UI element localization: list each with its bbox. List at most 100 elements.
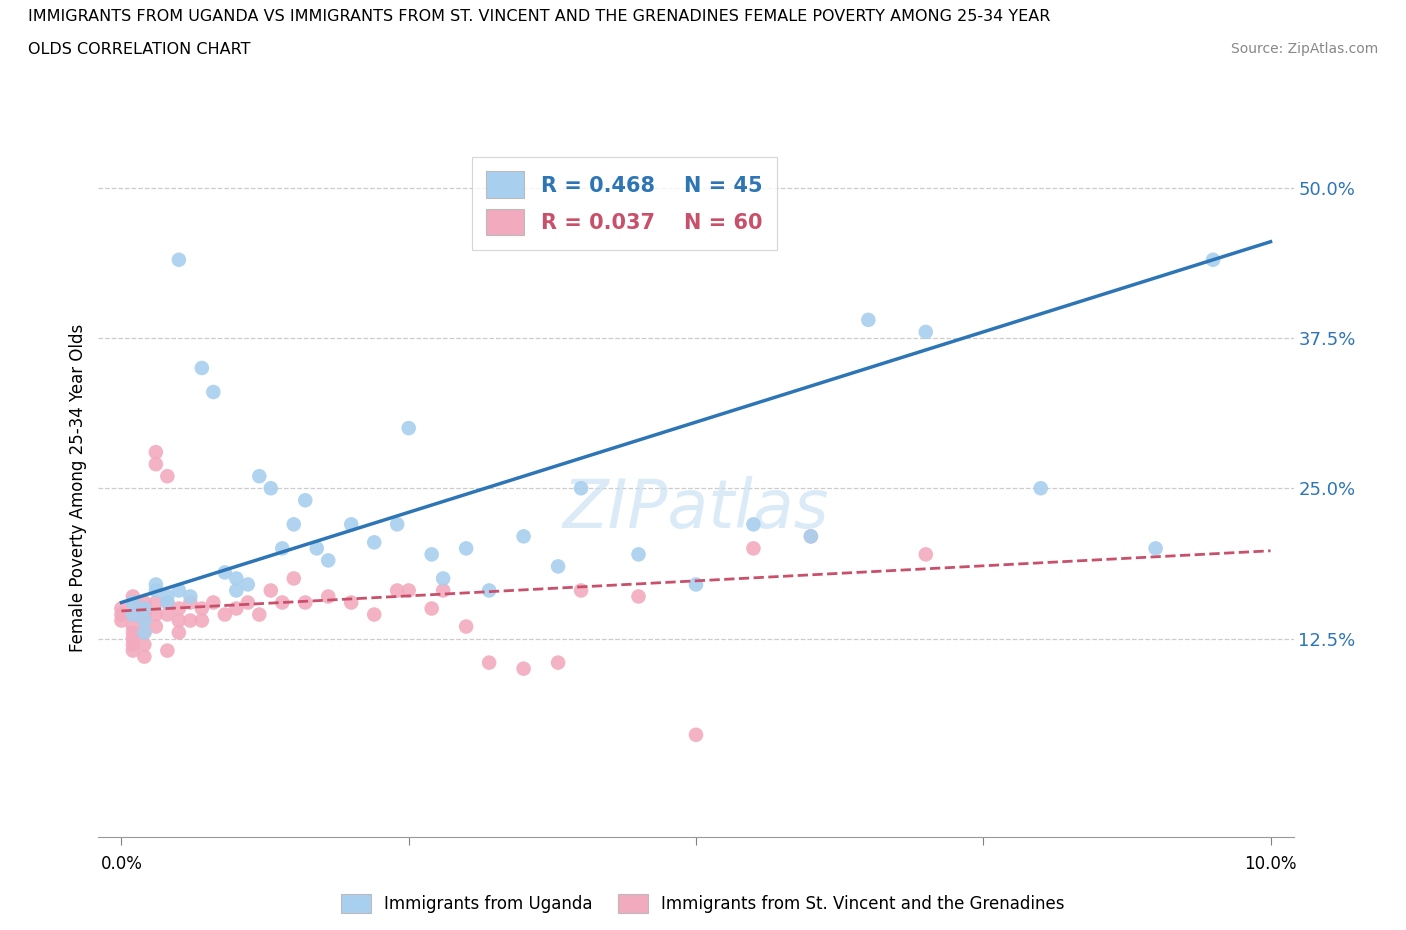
Point <box>122 595 145 610</box>
Point <box>122 644 145 658</box>
Point <box>134 607 156 622</box>
Point <box>800 529 823 544</box>
Point <box>512 529 534 544</box>
Point <box>167 252 190 267</box>
Point <box>122 607 145 622</box>
Point <box>456 619 478 634</box>
Point <box>685 577 707 591</box>
Point <box>236 595 259 610</box>
Point <box>110 601 132 616</box>
Point <box>202 385 225 400</box>
Point <box>145 619 167 634</box>
Point <box>385 517 408 532</box>
Point <box>145 577 167 591</box>
Point <box>283 517 305 532</box>
Point <box>134 613 156 628</box>
Point <box>191 613 214 628</box>
Point <box>283 571 305 586</box>
Point <box>225 601 247 616</box>
Point <box>167 601 190 616</box>
Point <box>145 445 167 459</box>
Point <box>398 583 420 598</box>
Point <box>420 547 443 562</box>
Point <box>294 493 316 508</box>
Point <box>432 571 454 586</box>
Point <box>914 325 936 339</box>
Point <box>512 661 534 676</box>
Text: IMMIGRANTS FROM UGANDA VS IMMIGRANTS FROM ST. VINCENT AND THE GRENADINES FEMALE : IMMIGRANTS FROM UGANDA VS IMMIGRANTS FRO… <box>28 9 1050 24</box>
Point <box>134 625 156 640</box>
Point <box>134 601 156 616</box>
Point <box>179 589 201 604</box>
Y-axis label: Female Poverty Among 25-34 Year Olds: Female Poverty Among 25-34 Year Olds <box>69 325 87 652</box>
Point <box>167 613 190 628</box>
Point <box>167 583 190 598</box>
Point <box>225 571 247 586</box>
Point <box>122 625 145 640</box>
Point <box>1029 481 1052 496</box>
Point <box>420 601 443 616</box>
Point <box>340 517 363 532</box>
Text: ZIPatlas: ZIPatlas <box>562 476 830 542</box>
Point <box>179 613 201 628</box>
Text: OLDS CORRELATION CHART: OLDS CORRELATION CHART <box>28 42 250 57</box>
Point <box>547 656 569 671</box>
Point <box>134 601 156 616</box>
Point <box>134 649 156 664</box>
Point <box>236 577 259 591</box>
Point <box>191 361 214 376</box>
Point <box>569 481 592 496</box>
Point <box>1202 252 1225 267</box>
Point <box>340 595 363 610</box>
Point <box>134 625 156 640</box>
Point <box>110 607 132 622</box>
Point <box>156 589 179 604</box>
Point <box>145 607 167 622</box>
Point <box>156 595 179 610</box>
Point <box>122 607 145 622</box>
Point <box>202 595 225 610</box>
Legend: Immigrants from Uganda, Immigrants from St. Vincent and the Grenadines: Immigrants from Uganda, Immigrants from … <box>333 885 1073 922</box>
Point <box>363 607 385 622</box>
Point <box>627 589 650 604</box>
Point <box>914 547 936 562</box>
Point <box>363 535 385 550</box>
Point <box>569 583 592 598</box>
Point <box>156 469 179 484</box>
Point <box>122 619 145 634</box>
Point <box>247 469 270 484</box>
Point <box>225 583 247 598</box>
Text: 0.0%: 0.0% <box>100 855 142 873</box>
Point <box>478 583 501 598</box>
Point <box>145 583 167 598</box>
Point <box>742 541 765 556</box>
Point <box>685 727 707 742</box>
Point <box>271 541 294 556</box>
Point <box>316 553 339 568</box>
Point <box>294 595 316 610</box>
Point <box>247 607 270 622</box>
Point <box>167 625 190 640</box>
Point <box>456 541 478 556</box>
Point <box>260 583 283 598</box>
Point <box>385 583 408 598</box>
Point <box>316 589 339 604</box>
Point <box>145 595 167 610</box>
Point <box>260 481 283 496</box>
Point <box>134 613 156 628</box>
Point <box>742 517 765 532</box>
Point <box>134 637 156 652</box>
Point <box>1144 541 1167 556</box>
Point <box>627 547 650 562</box>
Point <box>398 420 420 435</box>
Point <box>122 589 145 604</box>
Point <box>432 583 454 598</box>
Point <box>122 631 145 646</box>
Point <box>156 595 179 610</box>
Point <box>145 457 167 472</box>
Point <box>191 601 214 616</box>
Point <box>800 529 823 544</box>
Point <box>122 637 145 652</box>
Text: 10.0%: 10.0% <box>1244 855 1296 873</box>
Point <box>110 613 132 628</box>
